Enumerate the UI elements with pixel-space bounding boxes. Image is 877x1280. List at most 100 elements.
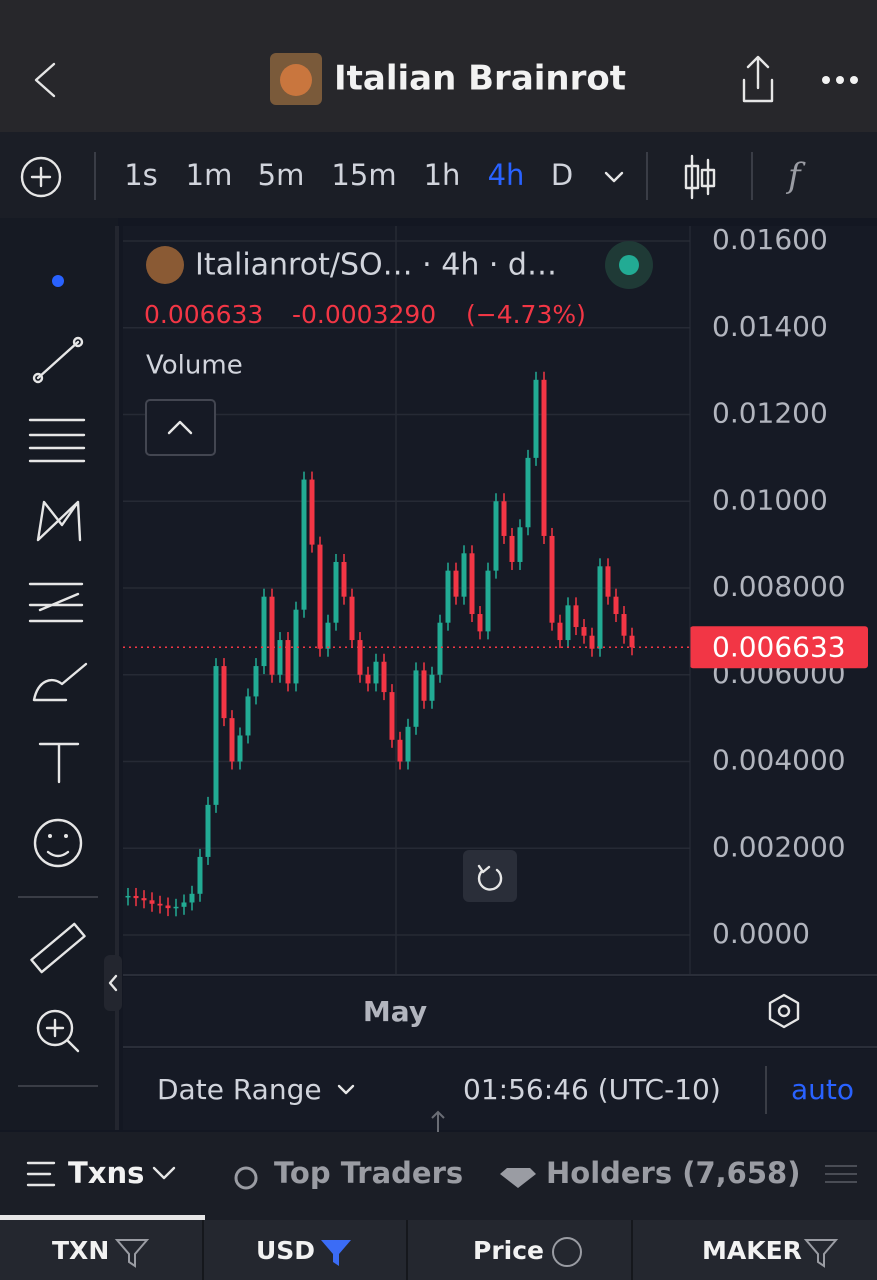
candle-body (157, 903, 163, 906)
toolbar (0, 132, 877, 218)
candle-body (421, 670, 427, 701)
settings-button[interactable] (768, 993, 800, 1029)
pattern-tool[interactable] (36, 500, 82, 542)
y-tick-label: 0.01200 (712, 397, 828, 430)
zoom-tool[interactable] (36, 1009, 80, 1053)
auto-scale[interactable]: auto (791, 1073, 854, 1106)
candle-body (485, 570, 491, 632)
candle-body (469, 553, 475, 615)
text-tool[interactable] (38, 742, 80, 784)
more-tabs[interactable] (825, 1165, 857, 1183)
reset-chart[interactable] (463, 850, 517, 902)
legend-change: -0.0003290 (292, 300, 436, 329)
candle-body (293, 609, 299, 684)
add-indicator[interactable] (20, 156, 62, 198)
timezone[interactable]: 01:56:46 (UTC-10) (463, 1073, 721, 1106)
candle-body (613, 596, 619, 615)
candle-body (493, 501, 499, 571)
interval-button[interactable]: 15m (331, 158, 396, 192)
settings-icon (777, 1004, 791, 1018)
candle-body (317, 544, 323, 649)
candle-body (541, 379, 547, 536)
interval-dropdown[interactable] (604, 171, 624, 183)
candle-body (389, 692, 395, 740)
cursor-tool[interactable] (52, 275, 64, 287)
candle-body (229, 718, 235, 762)
date-range-arrow (337, 1084, 355, 1095)
legend-symbol: Italianrot/SO… · 4h · d… (195, 248, 557, 283)
status-dot (619, 255, 639, 275)
column-header[interactable]: TXN (52, 1236, 109, 1265)
fib-tool[interactable] (28, 418, 86, 463)
filter-icon[interactable] (114, 1239, 150, 1268)
interval-button[interactable]: 4h (488, 158, 525, 192)
add-indicator-plus (30, 166, 52, 188)
back-button[interactable] (34, 62, 56, 98)
candle-body (525, 457, 531, 528)
candle-body (125, 895, 131, 898)
drawing-tools (0, 218, 118, 1130)
candle-body (565, 605, 571, 641)
candle-body (133, 895, 139, 899)
collapse-legend[interactable] (145, 399, 216, 456)
legend-change-pct: (−4.73%) (466, 300, 586, 329)
interval-group: 1s 1m 5m 15m 1h 4h D (124, 158, 573, 192)
filter-icon-active[interactable] (321, 1240, 351, 1266)
interval-button[interactable]: 5m (258, 158, 305, 192)
legend-icon (146, 246, 184, 284)
y-tick-label: 0.002000 (712, 830, 846, 863)
table-header (0, 1220, 877, 1280)
candle-body (253, 666, 259, 697)
candle-body (413, 670, 419, 727)
tab-top-traders[interactable]: Top Traders (274, 1156, 463, 1190)
column-header[interactable]: Price (473, 1236, 544, 1265)
candle-body (373, 661, 379, 684)
candle-body (461, 553, 467, 597)
reset-icon (477, 864, 503, 891)
share-button[interactable] (742, 55, 774, 103)
candle-body (437, 622, 443, 675)
trendline-tool[interactable] (32, 336, 84, 384)
candle-body (181, 902, 187, 907)
candle-body (533, 379, 539, 458)
candle-body (405, 726, 411, 762)
collapse-panel[interactable] (104, 955, 122, 1011)
holders-icon (500, 1168, 536, 1188)
chart-type-button[interactable] (684, 154, 716, 200)
y-tick-label: 0.01600 (712, 223, 828, 256)
candle-body (325, 622, 331, 649)
tab-dropdown (152, 1166, 176, 1180)
y-tick-label: 0.008000 (712, 570, 846, 603)
candle-body (197, 856, 203, 894)
legend-price: 0.006633 (144, 300, 263, 329)
filter-icon[interactable] (803, 1239, 839, 1268)
projection-tool[interactable] (28, 582, 84, 623)
tab-holders[interactable]: Holders (7,658) (546, 1156, 800, 1190)
tab-txns[interactable]: Txns (68, 1156, 144, 1190)
interval-button[interactable]: 1h (424, 158, 461, 192)
brush-tool[interactable] (32, 662, 88, 702)
interval-button[interactable]: 1m (186, 158, 233, 192)
candle-body (581, 627, 587, 636)
price-toggle[interactable] (552, 1237, 582, 1267)
grid: 0.00000.0020000.0040000.0060000.0080000.… (123, 223, 846, 950)
price-line-group: 0.006633 (123, 626, 868, 669)
emoji-tool[interactable] (33, 818, 83, 868)
column-header[interactable]: MAKER (702, 1236, 802, 1265)
more-button[interactable] (822, 76, 858, 84)
time-axis (123, 977, 877, 1047)
candle-body (381, 661, 387, 693)
date-range-button[interactable]: Date Range (157, 1073, 322, 1106)
candle-body (429, 674, 435, 701)
candle-body (173, 906, 179, 909)
interval-button[interactable]: D (551, 158, 573, 192)
tab-bar (0, 1132, 877, 1220)
candle-body (269, 596, 275, 675)
ruler-tool[interactable] (30, 922, 86, 974)
interval-button[interactable]: 1s (124, 158, 158, 192)
column-header[interactable]: USD (256, 1236, 315, 1265)
price-badge-label: 0.006633 (712, 630, 846, 663)
candle-body (453, 570, 459, 597)
